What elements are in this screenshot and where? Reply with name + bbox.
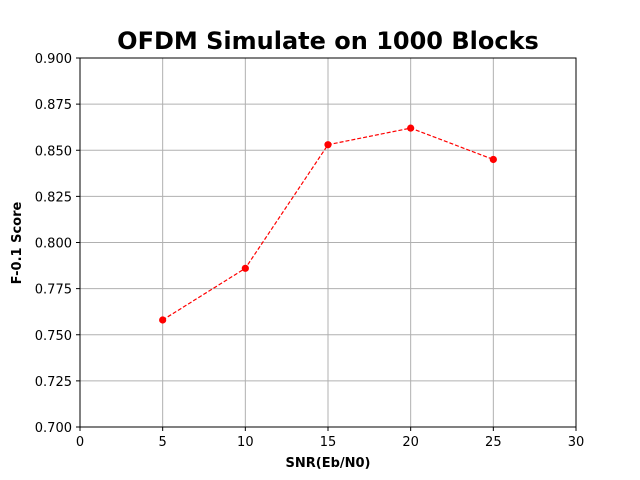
y-axis-ticks: 0.700 0.725 0.750 0.775 0.800 0.825 0.850 0.875… [35,52,80,436]
y-tick-label: 0.850 [35,144,72,159]
y-tick-label: 0.825 [35,190,72,205]
data-point [407,124,415,132]
x-tick-label: 30 [568,435,585,450]
series-layer [159,124,497,324]
y-tick-label: 0.700 [35,421,72,436]
x-tick-label: 5 [159,435,167,450]
y-tick-label: 0.750 [35,329,72,344]
x-tick-label: 25 [485,435,502,450]
chart-title: OFDM Simulate on 1000 Blocks [117,27,539,55]
x-axis-ticks: 0 5 10 15 20 25 30 [76,427,584,450]
x-tick-label: 10 [237,435,254,450]
y-tick-label: 0.800 [35,237,72,252]
y-tick-label: 0.875 [35,98,72,113]
y-tick-label: 0.900 [35,52,72,67]
data-point [489,155,497,164]
y-tick-label: 0.775 [35,283,72,298]
y-tick-label: 0.725 [35,375,72,390]
data-point [241,264,249,272]
x-axis-label: SNR(Eb/N0) [286,456,371,471]
data-point [324,141,332,149]
y-axis-label: F-0.1 Score [10,201,25,284]
x-tick-label: 15 [320,435,337,450]
data-point [159,316,167,324]
grid [79,57,577,428]
x-tick-label: 20 [402,435,419,450]
x-tick-label: 0 [76,435,84,450]
